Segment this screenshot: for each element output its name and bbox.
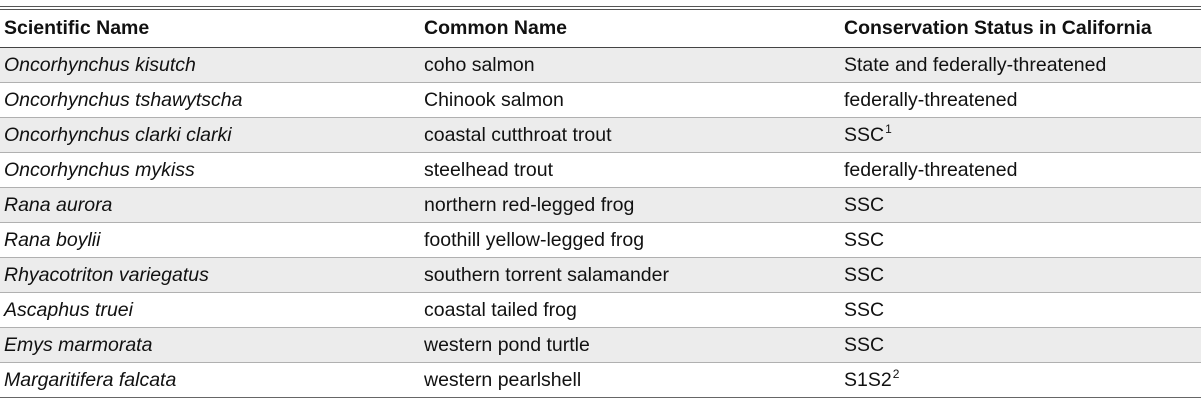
common-name-cell: coastal cutthroat trout xyxy=(420,117,840,153)
table-row: Oncorhynchus clarki clarki coastal cutth… xyxy=(0,117,1201,153)
scientific-name-cell: Oncorhynchus mykiss xyxy=(0,152,420,188)
table-row: Oncorhynchus mykiss steelhead trout fede… xyxy=(0,152,1201,188)
header-row: Scientific Name Common Name Conservation… xyxy=(0,10,1201,48)
header-common-name: Common Name xyxy=(420,10,840,48)
header-conservation-status: Conservation Status in California xyxy=(840,10,1201,48)
common-name-cell: western pearlshell xyxy=(420,362,840,398)
scientific-name-cell: Oncorhynchus tshawytscha xyxy=(0,82,420,118)
common-name-cell: Chinook salmon xyxy=(420,82,840,118)
scientific-name-cell: Margaritifera falcata xyxy=(0,362,420,398)
status-text: SSC xyxy=(844,193,885,216)
scientific-name-cell: Rana aurora xyxy=(0,187,420,223)
status-text: SSC xyxy=(844,228,885,251)
table-row: Oncorhynchus tshawytscha Chinook salmon … xyxy=(0,82,1201,118)
scientific-name-cell: Rhyacotriton variegatus xyxy=(0,257,420,293)
table-row: Rhyacotriton variegatus southern torrent… xyxy=(0,257,1201,293)
status-cell: SSC1 xyxy=(840,117,1201,153)
status-cell: federally-threatened xyxy=(840,82,1201,118)
status-footnote: 2 xyxy=(892,367,900,381)
top-rule xyxy=(0,6,1201,7)
scientific-name-cell: Ascaphus truei xyxy=(0,292,420,328)
status-cell: SSC xyxy=(840,327,1201,363)
status-text: SSC xyxy=(844,298,885,321)
top-rule-second xyxy=(0,9,1201,10)
common-name-cell: northern red-legged frog xyxy=(420,187,840,223)
common-name-cell: coho salmon xyxy=(420,47,840,83)
table-row: Emys marmorata western pond turtle SSC xyxy=(0,327,1201,363)
common-name-cell: southern torrent salamander xyxy=(420,257,840,293)
status-footnote: 1 xyxy=(885,122,892,136)
status-text: SSC xyxy=(844,263,885,286)
table-row: Oncorhynchus kisutch coho salmon State a… xyxy=(0,47,1201,83)
status-text: federally-threatened xyxy=(844,88,1018,111)
status-text: SSC xyxy=(844,333,885,356)
status-cell: SSC xyxy=(840,222,1201,258)
table-row: Rana boylii foothill yellow-legged frog … xyxy=(0,222,1201,258)
table-row: Margaritifera falcata western pearlshell… xyxy=(0,362,1201,398)
header-scientific-name: Scientific Name xyxy=(0,10,420,48)
status-cell: SSC xyxy=(840,292,1201,328)
scientific-name-cell: Oncorhynchus clarki clarki xyxy=(0,117,420,153)
status-cell: S1S22 xyxy=(840,362,1201,398)
common-name-cell: western pond turtle xyxy=(420,327,840,363)
scientific-name-cell: Oncorhynchus kisutch xyxy=(0,47,420,83)
table-body: Oncorhynchus kisutch coho salmon State a… xyxy=(0,47,1201,398)
status-cell: SSC xyxy=(840,257,1201,293)
status-text: SSC xyxy=(844,123,885,146)
table-row: Rana aurora northern red-legged frog SSC xyxy=(0,187,1201,223)
common-name-cell: steelhead trout xyxy=(420,152,840,188)
status-cell: State and federally-threatened xyxy=(840,47,1201,83)
scientific-name-cell: Emys marmorata xyxy=(0,327,420,363)
status-cell: federally-threatened xyxy=(840,152,1201,188)
table-row: Ascaphus truei coastal tailed frog SSC xyxy=(0,292,1201,328)
common-name-cell: coastal tailed frog xyxy=(420,292,840,328)
common-name-cell: foothill yellow-legged frog xyxy=(420,222,840,258)
scientific-name-cell: Rana boylii xyxy=(0,222,420,258)
status-text: State and federally-threatened xyxy=(844,53,1107,76)
status-text: federally-threatened xyxy=(844,158,1018,181)
status-text: S1S2 xyxy=(844,368,892,391)
status-cell: SSC xyxy=(840,187,1201,223)
species-table: Scientific Name Common Name Conservation… xyxy=(0,10,1201,398)
